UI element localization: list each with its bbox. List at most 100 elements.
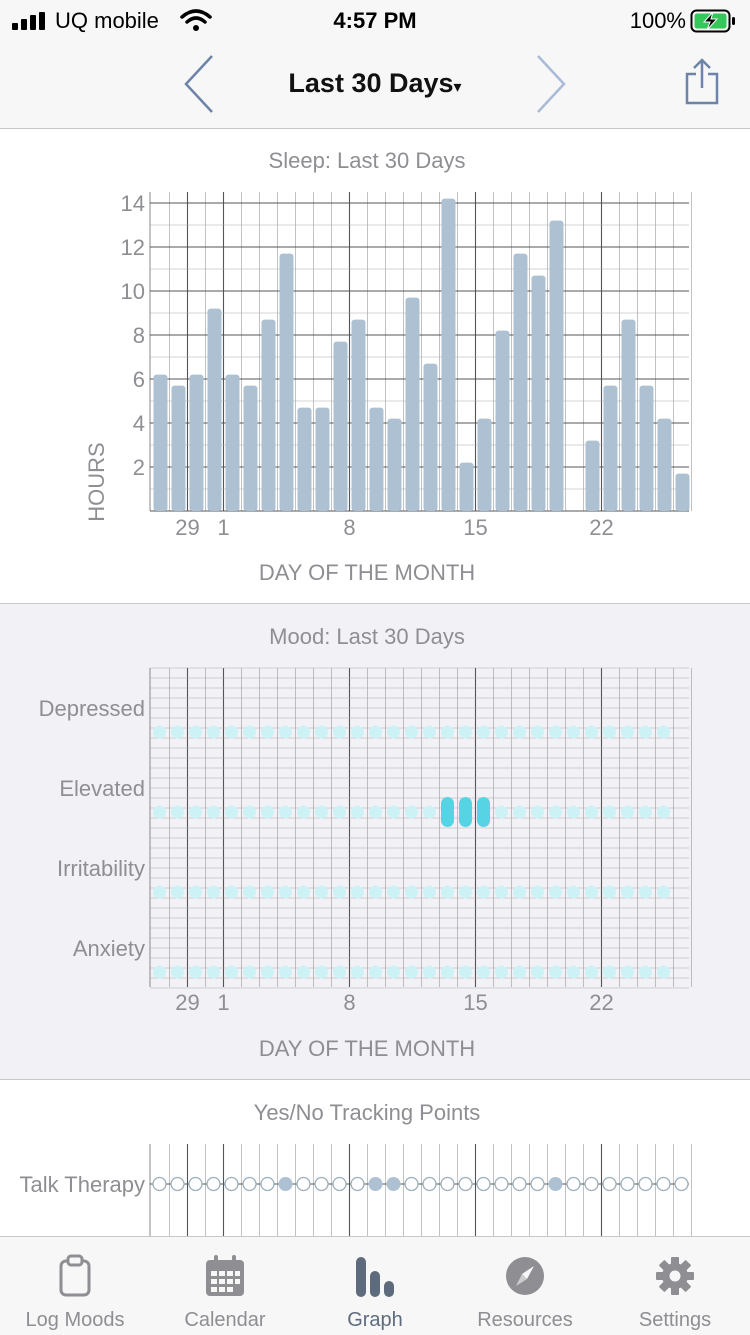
mood-dot (657, 965, 670, 979)
sleep-bar (243, 385, 258, 511)
yesno-dot-no (458, 1176, 473, 1192)
tab-label: Calendar (184, 1309, 266, 1331)
tab-graph[interactable]: Graph (300, 1237, 450, 1335)
mood-dot (189, 885, 202, 899)
mood-dot (387, 885, 400, 899)
x-tick-label: 29 (175, 515, 199, 540)
mood-dot (567, 965, 580, 979)
mood-dot (621, 805, 634, 819)
tab-bar: Log Moods Calendar Graph Resources (0, 1236, 750, 1335)
mood-dot (171, 725, 184, 739)
mood-dot (225, 965, 238, 979)
yesno-dot-yes (386, 1177, 401, 1191)
mood-dot (225, 885, 238, 899)
sleep-bar (333, 341, 348, 511)
mood-dot (423, 885, 436, 899)
mood-row-label: Depressed (39, 696, 145, 721)
mood-dot (603, 965, 616, 979)
tab-label: Graph (347, 1309, 403, 1331)
mood-dot (585, 805, 598, 819)
chart-title: Yes/No Tracking Points (254, 1100, 481, 1125)
tab-resources[interactable]: Resources (450, 1237, 600, 1335)
mood-dot (423, 965, 436, 979)
mood-dot (207, 885, 220, 899)
mood-dot (369, 885, 382, 899)
x-tick-label: 1 (217, 515, 229, 540)
mood-dot (171, 885, 184, 899)
mood-dot (297, 885, 310, 899)
mood-dot (639, 885, 652, 899)
mood-dot (207, 725, 220, 739)
mood-dot (261, 805, 274, 819)
mood-dot (567, 805, 580, 819)
mood-dot (369, 805, 382, 819)
tab-label: Log Moods (25, 1309, 125, 1331)
date-range-selector[interactable]: Last 30 Days▾ (0, 68, 750, 99)
tab-settings[interactable]: Settings (600, 1237, 750, 1335)
mood-dot (387, 725, 400, 739)
mood-dot (495, 885, 508, 899)
dropdown-caret-icon: ▾ (453, 79, 462, 96)
mood-dot (207, 805, 220, 819)
mood-dot (423, 805, 436, 819)
mood-dot (531, 965, 544, 979)
yesno-dot-no (530, 1176, 545, 1192)
x-axis-label: DAY OF THE MONTH (259, 1036, 475, 1061)
sleep-panel: Sleep: Last 30 Days 2 4 6 8 10 12 14 29 1 8 15 22 … (0, 129, 750, 604)
y-tick-label: 10 (121, 279, 145, 304)
mood-dot (441, 965, 454, 979)
y-tick-label: 4 (133, 411, 145, 436)
sleep-bar (603, 385, 618, 511)
yesno-panel: Yes/No Tracking Points Talk Therapy (0, 1080, 750, 1236)
share-icon[interactable] (684, 58, 720, 106)
yesno-dot-no (170, 1176, 185, 1192)
sleep-bar (657, 418, 672, 511)
mood-dot (351, 965, 364, 979)
clipboard-icon (59, 1254, 91, 1297)
yesno-dot-no (350, 1176, 365, 1192)
mood-dot (405, 805, 418, 819)
mood-dot (549, 725, 562, 739)
mood-row-label: Anxiety (73, 936, 145, 961)
yesno-dot-no (206, 1176, 221, 1192)
x-tick-label: 29 (175, 990, 199, 1015)
mood-dot (585, 725, 598, 739)
yesno-dot-no (314, 1176, 329, 1192)
mood-dot (297, 965, 310, 979)
battery-percent: 100% (629, 8, 686, 33)
tab-calendar[interactable]: Calendar (150, 1237, 300, 1335)
mood-dot (261, 885, 274, 899)
x-tick-label: 8 (343, 515, 355, 540)
mood-dot (315, 885, 328, 899)
mood-dot (639, 965, 652, 979)
y-tick-label: 14 (121, 191, 145, 216)
yesno-dot-no (332, 1176, 347, 1192)
mood-dot (297, 725, 310, 739)
mood-dot (441, 725, 454, 739)
yesno-dot-no (638, 1176, 653, 1192)
y-tick-label: 6 (133, 367, 145, 392)
mood-dot (279, 965, 292, 979)
carrier-name: UQ mobile (55, 8, 159, 33)
sleep-bar (495, 330, 510, 511)
mood-dot (477, 885, 490, 899)
yesno-dot-yes (548, 1177, 563, 1191)
yesno-dot-yes (278, 1177, 293, 1191)
mood-dot (279, 885, 292, 899)
yesno-dot-no (674, 1176, 689, 1192)
tab-log-moods[interactable]: Log Moods (0, 1237, 150, 1335)
previous-arrow-icon[interactable] (180, 54, 220, 114)
mood-dot (189, 805, 202, 819)
mood-dot (459, 885, 472, 899)
mood-dot (351, 885, 364, 899)
next-arrow-icon[interactable] (530, 54, 570, 114)
mood-row-label: Irritability (57, 856, 145, 881)
mood-dot (495, 725, 508, 739)
mood-dot (171, 805, 184, 819)
mood-dot (441, 885, 454, 899)
tab-label: Resources (477, 1309, 573, 1331)
yesno-dot-yes (368, 1177, 383, 1191)
mood-dot (369, 725, 382, 739)
signal-icon (12, 12, 45, 30)
y-tick-label: 12 (121, 235, 145, 260)
